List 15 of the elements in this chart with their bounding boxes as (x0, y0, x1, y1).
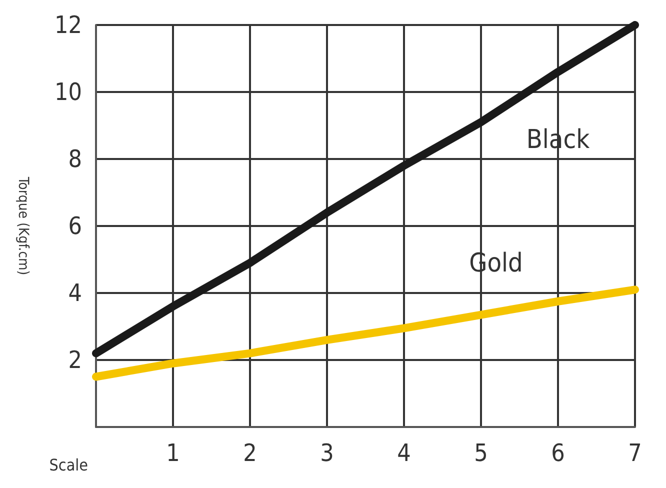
y-axis-title: Torque (Kgf.cm) (15, 176, 31, 276)
x-tick-label: 1 (166, 439, 180, 467)
y-tick-label: 4 (68, 279, 82, 307)
x-tick-label: 2 (243, 439, 257, 467)
y-tick-label: 10 (54, 78, 82, 106)
y-tick-label: 2 (68, 346, 82, 374)
x-tick-label: 3 (320, 439, 334, 467)
x-tick-label: 6 (551, 439, 565, 467)
x-tick-label: 4 (397, 439, 411, 467)
y-tick-label: 12 (54, 11, 82, 39)
y-tick-label: 6 (68, 212, 82, 240)
x-axis-title: Scale (49, 456, 88, 474)
x-tick-label: 5 (474, 439, 488, 467)
y-tick-label: 8 (68, 145, 82, 173)
x-tick-label: 7 (628, 439, 642, 467)
